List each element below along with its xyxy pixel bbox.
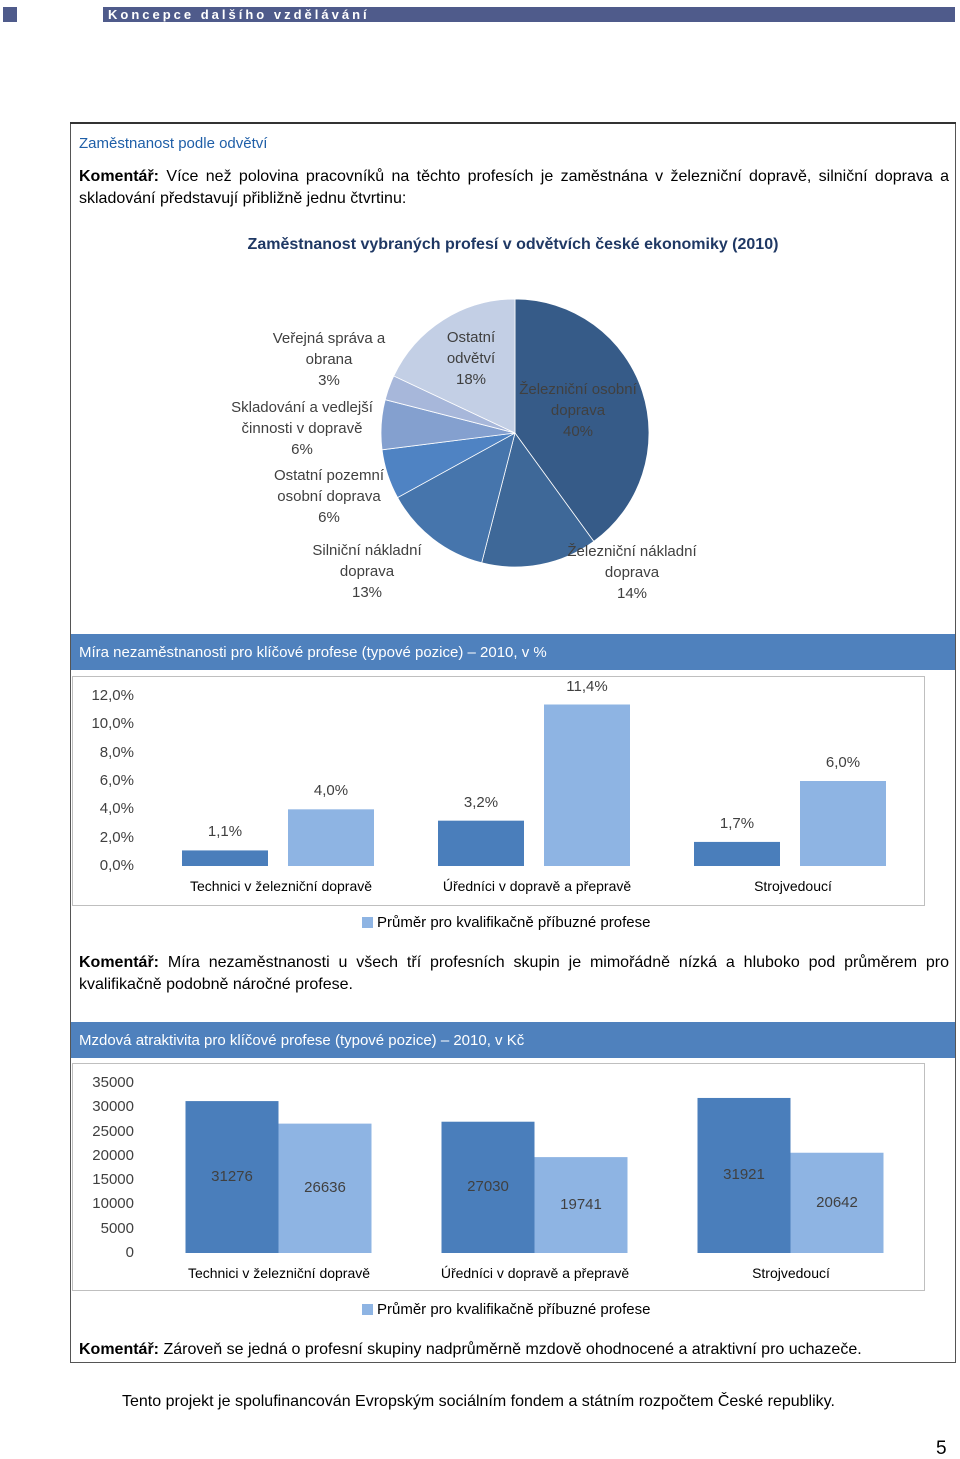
- x-tick-label: Technici v železniční dopravě: [187, 1265, 371, 1281]
- value-label: 1,1%: [207, 823, 243, 841]
- y-tick-label: 10,0%: [91, 715, 134, 733]
- pie-label: Ostatní odvětví 18%: [440, 327, 502, 390]
- pie-category: Skladování a vedlejší činnosti v dopravě: [231, 399, 373, 437]
- pie-label: Silniční nákladní doprava 13%: [305, 540, 430, 603]
- pie-label: Železniční nákladní doprava 14%: [567, 541, 697, 604]
- bar: [544, 704, 630, 866]
- y-tick-label: 4,0%: [99, 800, 134, 818]
- pie-value-label: 40%: [562, 423, 594, 440]
- section-bar: [71, 634, 955, 670]
- legend-label: Průměr pro kvalifikačně příbuzné profese: [377, 914, 651, 931]
- comment: Komentář: Míra nezaměstnanosti u všech t…: [79, 952, 949, 996]
- pie-slice: [481, 432, 595, 568]
- comment-label: Komentář:: [79, 168, 160, 185]
- value-label: 1,7%: [719, 814, 755, 832]
- pie-slice: [393, 298, 516, 434]
- y-tick-label: 5000: [100, 1219, 134, 1237]
- y-tick-label: 2,0%: [99, 828, 134, 846]
- y-tick-label: 15000: [92, 1171, 134, 1189]
- pie-value-label: 3%: [318, 372, 340, 389]
- y-tick-label: 20000: [92, 1146, 134, 1164]
- bar: [697, 1097, 791, 1253]
- comment-text: Více než polovina pracovníků na těchto p…: [79, 168, 950, 207]
- y-tick-label: 12,0%: [91, 687, 134, 704]
- page-number: 5: [936, 1438, 947, 1459]
- pie-label: Železniční osobní doprava 40%: [511, 379, 646, 442]
- chart-title: Míra nezaměstnanosti pro klíčové profese…: [79, 644, 547, 661]
- pie-slice: [397, 432, 516, 564]
- bar: [185, 1101, 279, 1253]
- comment: Komentář: Více než polovina pracovníků n…: [79, 166, 949, 210]
- chart-frame: [72, 1063, 925, 1291]
- header-square: [3, 7, 17, 22]
- pie-value-label: 14%: [616, 585, 648, 602]
- y-tick-label: 8,0%: [99, 743, 134, 761]
- legend-swatch: [362, 1304, 373, 1315]
- pie-label: Skladování a vedlejší činnosti v dopravě…: [222, 397, 382, 460]
- y-tick-label: 0,0%: [99, 857, 134, 874]
- section-bar: [71, 1022, 955, 1058]
- header-bar: [103, 7, 955, 22]
- x-tick-label: Úředníci v dopravě a přepravě: [440, 1265, 630, 1281]
- y-tick-label: 30000: [92, 1098, 134, 1116]
- value-label: 3,2%: [463, 793, 499, 811]
- chart-frame: [72, 676, 925, 906]
- y-tick-label: 6,0%: [99, 772, 134, 789]
- pie-value-label: 6%: [291, 441, 313, 458]
- pie-value-label: 18%: [455, 371, 487, 388]
- legend-label: Průměr pro kvalifikačně příbuzné profese: [377, 1301, 651, 1318]
- value-label: 19741: [560, 1196, 602, 1214]
- bar: [534, 1157, 628, 1253]
- value-label: 6,0%: [825, 754, 861, 771]
- bar: [288, 809, 374, 866]
- value-label: 4,0%: [313, 782, 349, 800]
- pie-category: Veřejná správa a obrana: [272, 330, 386, 368]
- pie-label: Ostatní pozemní osobní doprava 6%: [267, 465, 392, 528]
- pie-value-label: 6%: [318, 509, 340, 526]
- value-label: 31921: [723, 1166, 765, 1184]
- comment: Komentář: Zároveň se jedná o profesní sk…: [79, 1339, 949, 1361]
- bar: [800, 781, 886, 866]
- comment-label: Komentář:: [79, 954, 160, 971]
- bar: [790, 1152, 884, 1253]
- x-tick-label: Technici v železniční dopravě: [189, 878, 373, 894]
- pie-label: Veřejná správa a obrana 3%: [269, 328, 389, 391]
- chart-title: Mzdová atraktivita pro klíčové profese (…: [79, 1032, 525, 1049]
- x-tick-label: Strojvedoucí: [754, 878, 832, 894]
- x-tick-label: Úředníci v dopravě a přepravě: [442, 878, 632, 894]
- pie-slice: [514, 298, 650, 542]
- value-label: 27030: [467, 1178, 509, 1196]
- bar: [278, 1123, 372, 1253]
- comment-label: Komentář:: [79, 1341, 160, 1358]
- bar: [182, 850, 268, 866]
- comment-text: Míra nezaměstnanosti u všech tří profesn…: [79, 954, 950, 993]
- pie-category: Železniční nákladní doprava: [567, 543, 697, 581]
- bar: [438, 820, 524, 866]
- value-label: 11,4%: [566, 677, 608, 695]
- value-label: 20642: [816, 1193, 858, 1211]
- legend-swatch: [362, 917, 373, 928]
- y-tick-label: 10000: [92, 1195, 134, 1213]
- pie-category: Silniční nákladní doprava: [312, 542, 422, 580]
- bar: [694, 841, 780, 866]
- chart-title: Zaměstnanost vybraných profesí v odvětví…: [247, 236, 779, 253]
- section-title: Zaměstnanost podle odvětví: [79, 135, 268, 152]
- x-tick-label: Strojvedoucí: [752, 1265, 830, 1281]
- y-tick-label: 25000: [92, 1122, 134, 1140]
- y-tick-label: 0: [125, 1244, 134, 1261]
- value-label: 31276: [211, 1168, 253, 1186]
- pie-category: Ostatní pozemní osobní doprava: [273, 467, 385, 505]
- comment-text: Zároveň se jedná o profesní skupiny nadp…: [163, 1341, 862, 1358]
- y-tick-label: 35000: [92, 1074, 134, 1091]
- pie-category: Ostatní odvětví: [446, 329, 496, 367]
- pie-category: Železniční osobní doprava: [519, 381, 637, 419]
- value-label: 26636: [304, 1179, 346, 1197]
- bar: [441, 1121, 535, 1253]
- header-title: Koncepce dalšího vzdělávání: [108, 7, 370, 22]
- footer-text: Tento projekt je spolufinancován Evropsk…: [122, 1393, 835, 1410]
- pie-value-label: 13%: [351, 584, 383, 601]
